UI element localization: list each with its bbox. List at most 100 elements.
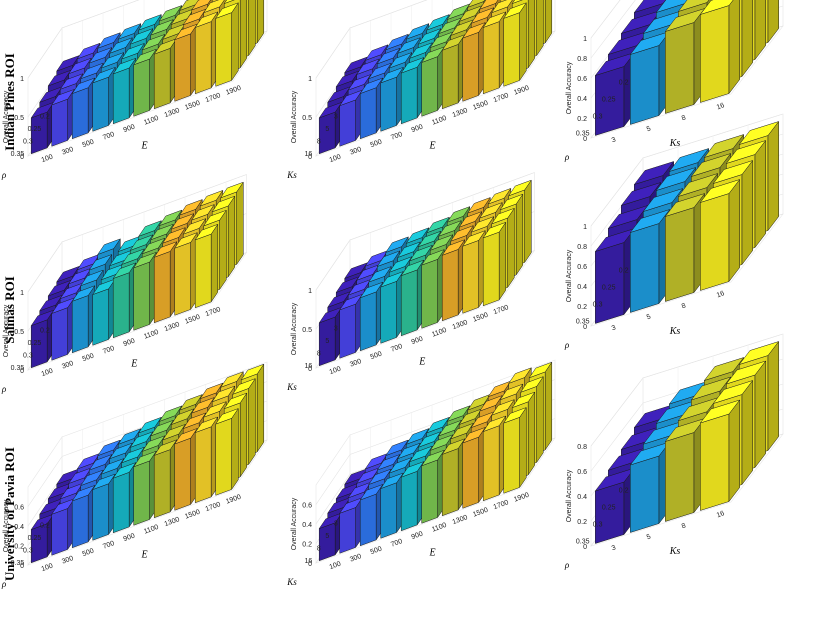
bar-front	[441, 448, 459, 517]
bar-top	[141, 33, 166, 51]
bar-top	[335, 276, 360, 293]
bar-top	[150, 419, 174, 437]
bar-top	[47, 279, 72, 297]
bar-top	[400, 259, 425, 277]
bar-top	[441, 34, 466, 51]
bar-front	[174, 437, 191, 511]
col-tick-label: 100	[329, 366, 342, 377]
bar-top	[100, 458, 125, 475]
bar-front	[380, 280, 397, 344]
bar-top	[699, 399, 741, 424]
z-tick-label: 0.2	[577, 519, 587, 526]
bar-top	[30, 309, 55, 327]
z-tick-label: 0	[308, 366, 312, 373]
bar-top	[429, 434, 454, 451]
row-axis-label: ρ	[564, 340, 570, 350]
bar-top	[121, 446, 145, 464]
z-tick-label: 0	[20, 563, 24, 570]
bar-front	[92, 76, 109, 132]
bar-front	[380, 76, 397, 132]
bar-front	[339, 99, 356, 147]
col-axis-label: Ks	[669, 326, 681, 337]
bar-top	[629, 441, 671, 466]
bar-top	[92, 66, 116, 84]
bar-side	[498, 221, 507, 301]
bar-top	[327, 291, 351, 308]
bar-top	[344, 56, 368, 74]
col-tick-label: 1300	[452, 107, 469, 119]
z-tick-label: 0.5	[14, 115, 24, 122]
bar-front	[700, 5, 730, 103]
z-tick-label: 1	[308, 288, 312, 295]
row-tick-label: 0.25	[28, 126, 42, 133]
z-axis-label: Overall Accuracy	[291, 497, 298, 550]
bar-front	[318, 111, 336, 155]
bar-top	[153, 439, 178, 456]
bar-top	[203, 0, 225, 14]
bar-front	[665, 22, 695, 114]
bar-top	[499, 383, 524, 401]
bar-side	[767, 120, 779, 232]
bar-top	[487, 187, 512, 205]
col-tick-label: 500	[370, 546, 383, 557]
col-tick-label: 1300	[164, 107, 181, 119]
bar	[71, 77, 96, 140]
bar-top	[211, 385, 236, 403]
col-tick-label: 300	[349, 358, 362, 369]
bar-top	[699, 0, 734, 15]
row-tick-label: 0.3	[593, 302, 603, 309]
bar-front	[51, 98, 68, 147]
row-axis-label: ρ	[1, 384, 7, 394]
bar-top	[339, 497, 363, 514]
bar-top	[364, 452, 389, 470]
bar	[482, 221, 507, 307]
bar-top	[450, 422, 474, 440]
bar-side	[248, 0, 256, 57]
col-tick-label: 3	[611, 544, 617, 552]
bar-top	[409, 42, 433, 59]
col-tick-label: 100	[41, 154, 54, 165]
bar-top	[92, 278, 116, 296]
z-tick-label: 0	[583, 136, 587, 143]
bar-top	[138, 416, 162, 434]
z-tick-label: 0.6	[14, 505, 24, 512]
bar-side	[754, 360, 766, 469]
bar	[359, 483, 384, 547]
bar-top	[158, 405, 183, 423]
bar-top	[699, 179, 741, 203]
bar	[441, 33, 466, 110]
bar-top	[199, 382, 224, 400]
col-tick-label: 100	[329, 561, 342, 572]
z-tick-label: 0.5	[302, 115, 312, 122]
bar-front	[421, 56, 438, 117]
bar-top	[668, 148, 710, 172]
col-tick-label: 900	[411, 124, 424, 135]
bar-top	[633, 161, 675, 185]
bar-top	[421, 449, 445, 467]
bar-front	[441, 44, 459, 110]
bar-top	[347, 278, 372, 296]
bar-top	[426, 416, 450, 434]
bar-top	[347, 73, 372, 91]
z-tick-label: 0	[308, 154, 312, 161]
z-tick-label: 0.6	[577, 469, 587, 476]
col-tick-label: 5	[646, 125, 652, 133]
bar-top	[482, 11, 507, 29]
bar	[174, 231, 198, 316]
bar-front	[380, 482, 397, 539]
bar-top	[376, 250, 401, 267]
row-tick-label: 0.3	[23, 138, 33, 145]
col-axis-label: E	[140, 141, 147, 152]
bar-side	[519, 1, 527, 82]
bar-top	[738, 121, 780, 145]
row-tick-label: 5	[325, 126, 329, 133]
bar-front	[30, 523, 48, 564]
bar	[194, 11, 219, 95]
bar-top	[450, 19, 474, 37]
col-axis-label: E	[428, 548, 435, 559]
bar-top	[158, 5, 183, 22]
bar-top	[409, 244, 433, 262]
col-tick-label: 1900	[513, 492, 530, 504]
